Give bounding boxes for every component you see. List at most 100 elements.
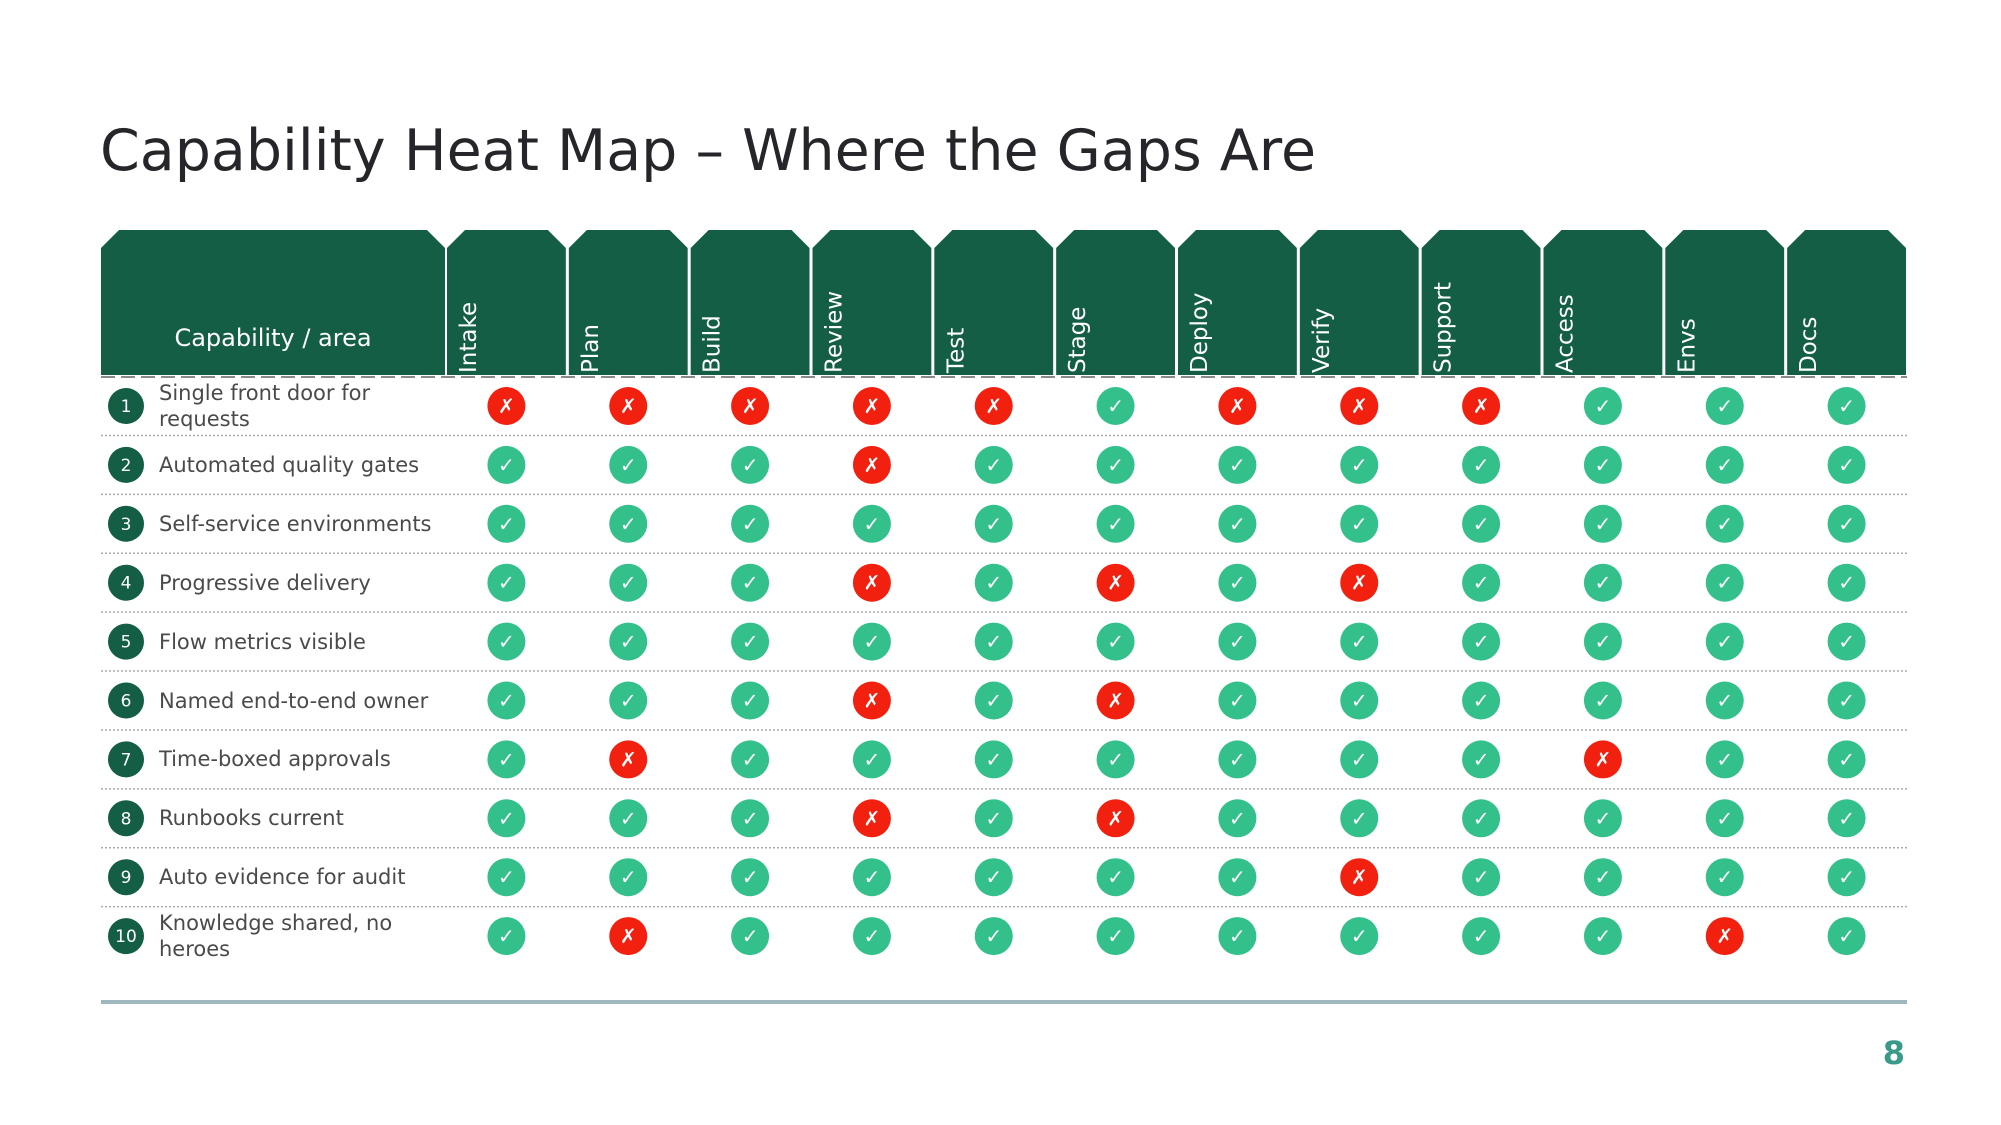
- status-mark: ✓: [1838, 689, 1855, 713]
- status-badge: [1218, 445, 1257, 484]
- status-mark: ✗: [864, 571, 881, 595]
- status-mark: ✓: [498, 453, 515, 477]
- row-number-badge: [108, 564, 144, 601]
- status-mark: ✓: [1351, 689, 1368, 713]
- status-badge: [974, 387, 1013, 425]
- status-badge: [1462, 799, 1501, 838]
- status-badge: [731, 622, 770, 661]
- status-badge: [852, 858, 891, 897]
- status-mark: ✓: [498, 630, 515, 654]
- status-mark: ✓: [1351, 630, 1368, 654]
- status-mark: ✓: [1229, 571, 1246, 595]
- status-badge: [1096, 917, 1135, 956]
- status-mark: ✗: [1107, 689, 1124, 713]
- status-mark: ✓: [1107, 630, 1124, 654]
- status-mark: ✓: [864, 512, 881, 536]
- row-number: 2: [121, 456, 132, 476]
- row-label: Named end-to-end owner: [159, 688, 429, 713]
- status-badge: [609, 445, 648, 484]
- row-number-badge: [108, 446, 144, 483]
- row-label: Runbooks current: [159, 806, 344, 831]
- row-number-badge: [108, 623, 144, 660]
- status-mark: ✗: [1595, 747, 1612, 771]
- status-badge: [974, 799, 1013, 838]
- status-mark: ✓: [864, 924, 881, 948]
- header-label: Capability / area: [174, 324, 371, 352]
- status-mark: ✓: [864, 747, 881, 771]
- status-mark: ✓: [742, 512, 759, 536]
- row-number: 4: [121, 574, 132, 594]
- status-badge: [1340, 387, 1379, 425]
- row-number-badge: [108, 918, 144, 955]
- status-mark: ✓: [1107, 865, 1124, 889]
- status-badge: [1462, 504, 1501, 543]
- status-badge: [852, 445, 891, 484]
- status-mark: ✗: [620, 394, 637, 418]
- status-badge: [487, 740, 526, 779]
- status-mark: ✓: [1473, 571, 1490, 595]
- status-badge: [974, 740, 1013, 779]
- status-mark: ✓: [498, 924, 515, 948]
- status-mark: ✓: [1351, 924, 1368, 948]
- status-mark: ✓: [1716, 512, 1733, 536]
- status-mark: ✓: [742, 630, 759, 654]
- status-mark: ✓: [1716, 453, 1733, 477]
- status-badge: [974, 622, 1013, 661]
- status-mark: ✓: [985, 453, 1002, 477]
- row-label: Progressive delivery: [159, 570, 371, 595]
- status-badge: [1705, 858, 1744, 897]
- status-mark: ✓: [1595, 865, 1612, 889]
- status-badge: [1218, 799, 1257, 838]
- row-label: Knowledge shared, no heroes: [159, 911, 393, 962]
- status-badge: [974, 504, 1013, 543]
- status-badge: [487, 622, 526, 661]
- status-badge: [1340, 740, 1379, 779]
- row-number: 7: [121, 750, 132, 770]
- status-badge: [1096, 799, 1135, 838]
- status-mark: ✓: [1595, 394, 1612, 418]
- status-badge: [609, 740, 648, 779]
- status-badge: [609, 622, 648, 661]
- status-mark: ✓: [1473, 689, 1490, 713]
- status-badge: [487, 799, 526, 838]
- status-badge: [487, 917, 526, 956]
- status-badge: [1340, 445, 1379, 484]
- status-badge: [1096, 681, 1135, 720]
- page-number: 8: [1882, 1034, 1905, 1072]
- status-badge: [852, 740, 891, 779]
- status-mark: ✓: [1107, 512, 1124, 536]
- status-mark: ✓: [1838, 394, 1855, 418]
- status-badge: [1583, 917, 1622, 956]
- status-badge: [1583, 681, 1622, 720]
- status-badge: [1462, 563, 1501, 602]
- status-mark: ✓: [1229, 512, 1246, 536]
- row-number-badge: [108, 859, 144, 896]
- status-badge: [1218, 917, 1257, 956]
- status-mark: ✓: [1229, 453, 1246, 477]
- status-mark: ✓: [1838, 806, 1855, 830]
- status-badge: [1705, 681, 1744, 720]
- status-badge: [1705, 622, 1744, 661]
- header-cell: [1787, 230, 1906, 375]
- status-mark: ✓: [1838, 453, 1855, 477]
- status-mark: ✓: [864, 865, 881, 889]
- status-badge: [1340, 563, 1379, 602]
- status-mark: ✓: [1595, 689, 1612, 713]
- status-badge: [1827, 563, 1866, 602]
- status-badge: [487, 445, 526, 484]
- status-mark: ✓: [1229, 865, 1246, 889]
- status-badge: [1827, 504, 1866, 543]
- status-badge: [487, 563, 526, 602]
- status-badge: [731, 504, 770, 543]
- row-label: Automated quality gates: [159, 452, 420, 477]
- status-mark: ✓: [985, 806, 1002, 830]
- status-badge: [731, 917, 770, 956]
- status-mark: ✗: [1107, 806, 1124, 830]
- status-mark: ✓: [1838, 512, 1855, 536]
- status-badge: [1705, 387, 1744, 425]
- status-mark: ✓: [1595, 453, 1612, 477]
- column-header: Docs: [1796, 317, 1822, 373]
- status-mark: ✓: [1473, 512, 1490, 536]
- status-mark: ✗: [864, 394, 881, 418]
- status-mark: ✓: [1351, 747, 1368, 771]
